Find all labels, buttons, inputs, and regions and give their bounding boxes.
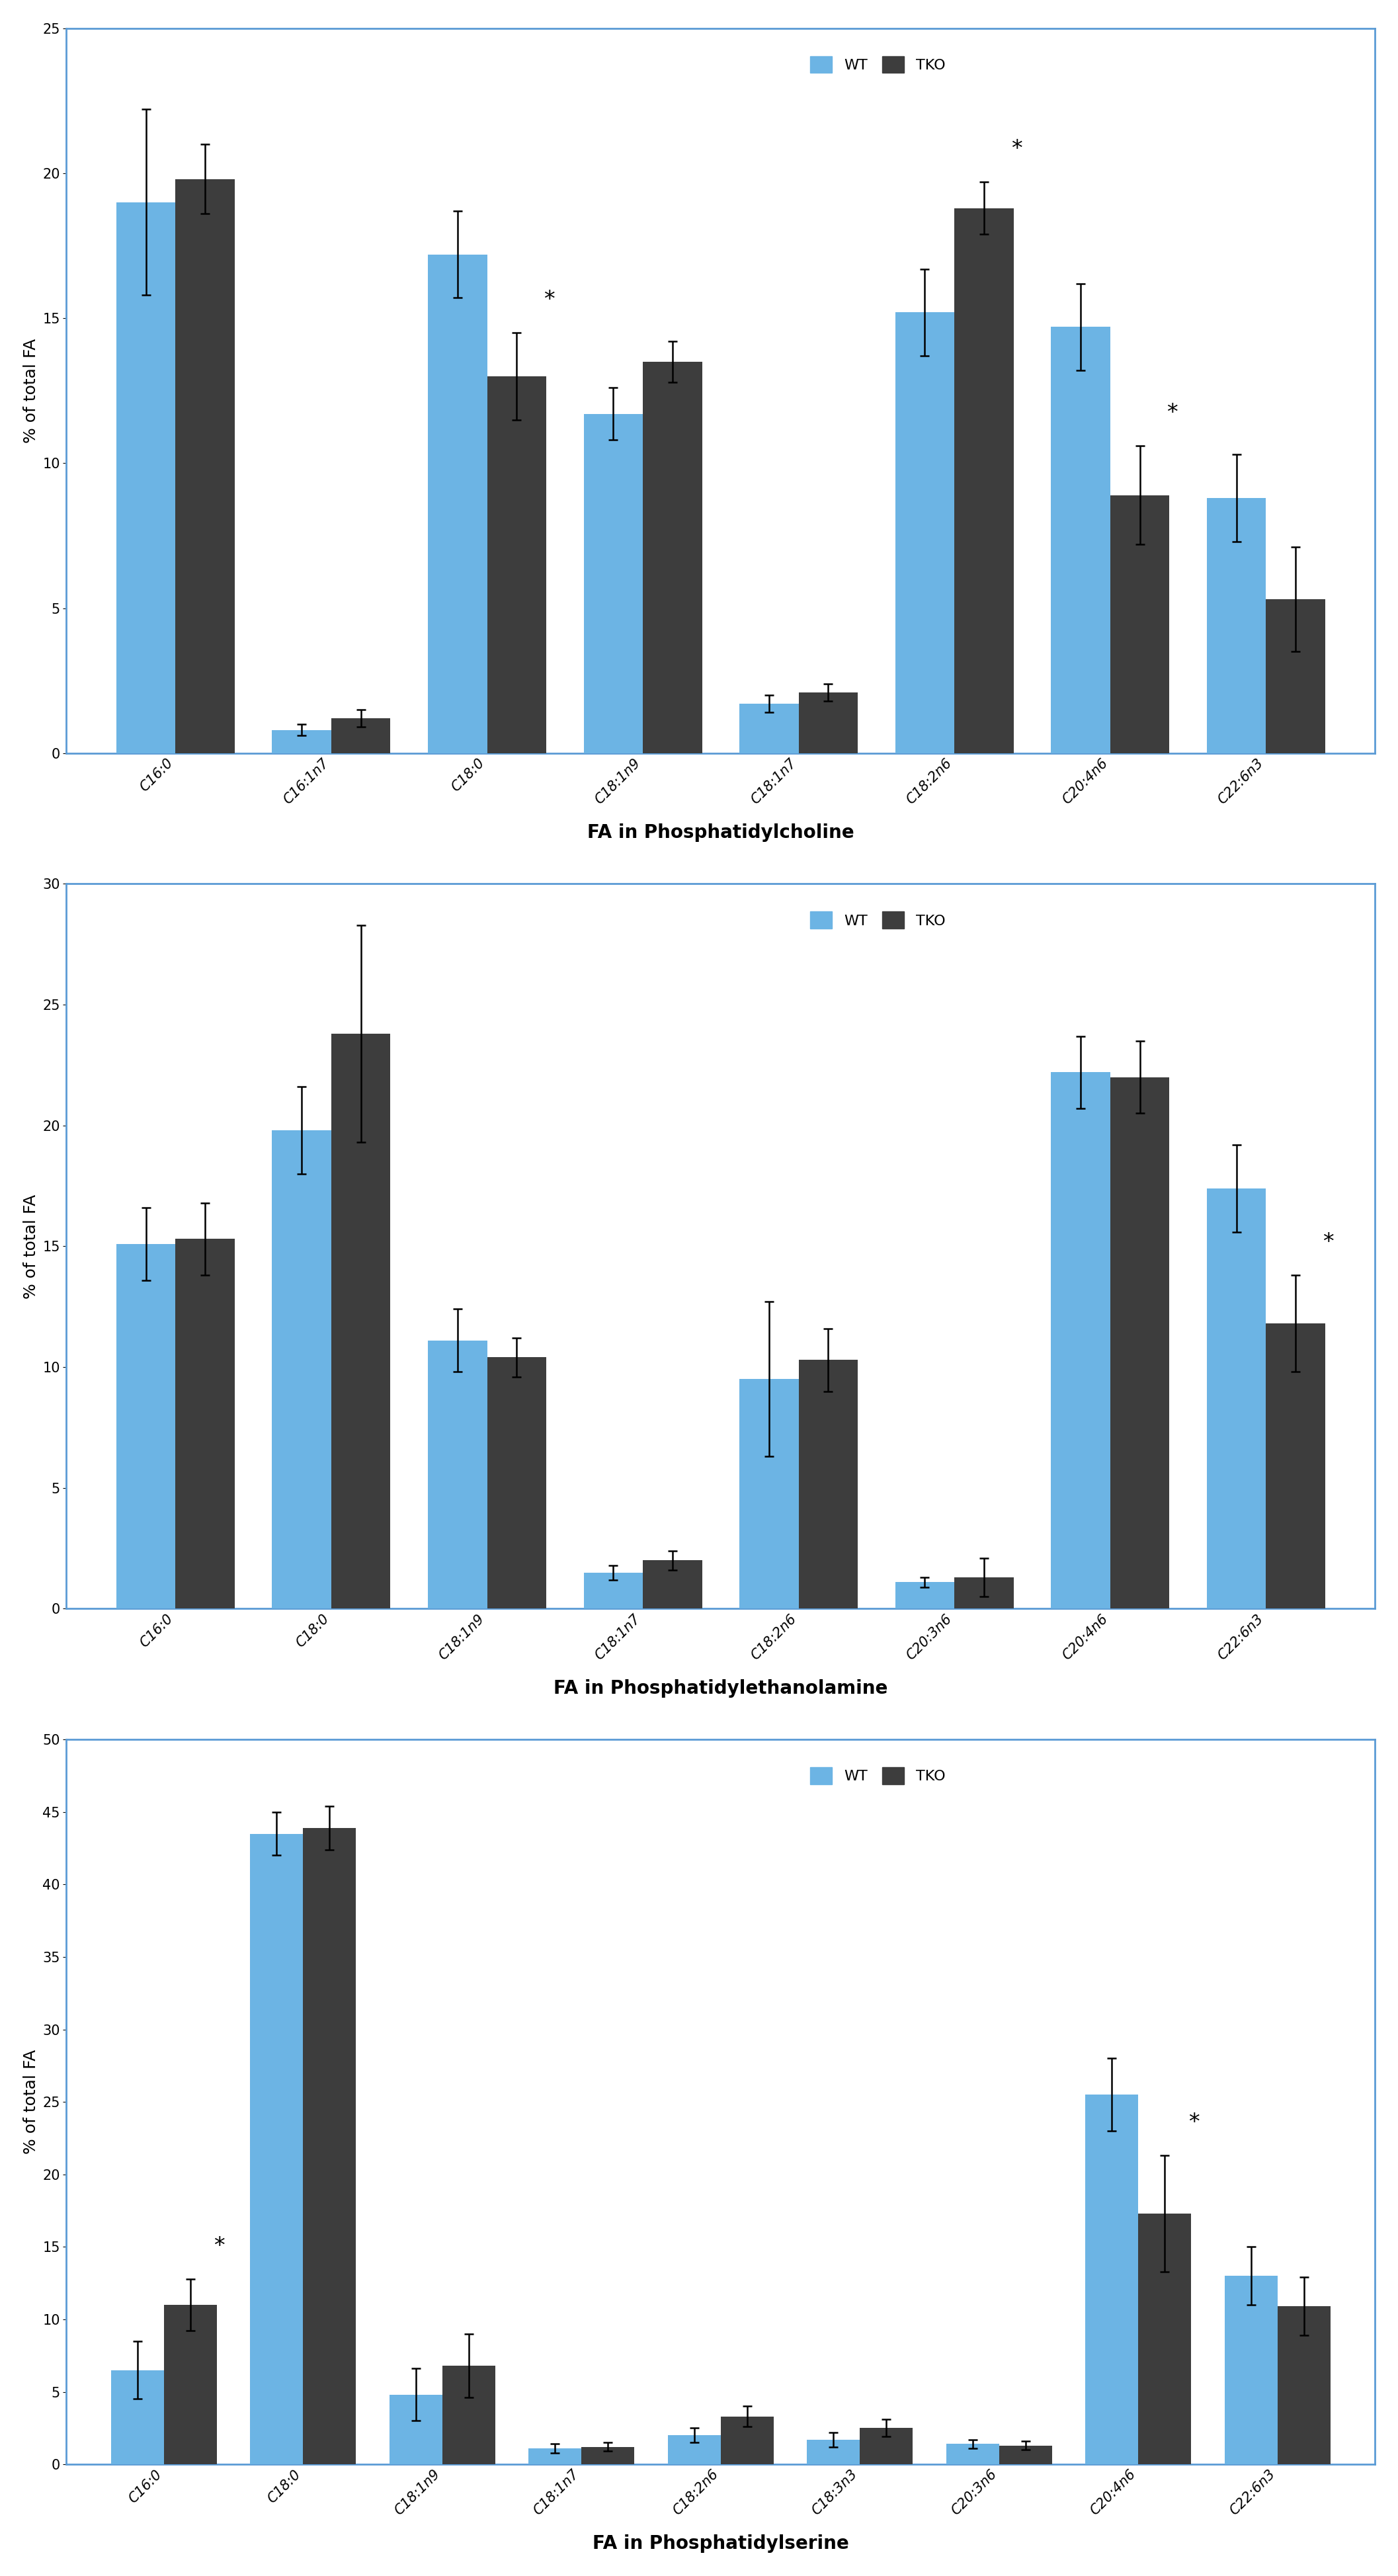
Bar <box>116 204 176 752</box>
X-axis label: FA in Phosphatidylserine: FA in Phosphatidylserine <box>593 2535 849 2553</box>
Legend: WT, TKO: WT, TKO <box>804 49 952 80</box>
Bar <box>1085 2094 1138 2465</box>
Bar <box>895 312 955 752</box>
Bar <box>1206 497 1267 752</box>
Bar <box>1138 2213 1191 2465</box>
Bar <box>1206 1188 1267 1610</box>
Bar <box>487 1358 547 1610</box>
Y-axis label: % of total FA: % of total FA <box>22 2050 39 2154</box>
Legend: WT, TKO: WT, TKO <box>804 907 952 935</box>
Bar <box>1267 600 1325 752</box>
Bar <box>643 1561 702 1610</box>
Text: *: * <box>1011 139 1022 160</box>
Text: *: * <box>1167 402 1179 425</box>
Bar <box>946 2445 1000 2465</box>
Bar <box>164 2306 217 2465</box>
Bar <box>721 2416 773 2465</box>
Bar <box>528 2447 582 2465</box>
Bar <box>668 2434 721 2465</box>
Bar <box>740 703 798 752</box>
Bar <box>1051 327 1110 752</box>
Bar <box>110 2370 164 2465</box>
Bar <box>582 2447 635 2465</box>
Bar <box>390 2396 442 2465</box>
Bar <box>798 1360 858 1610</box>
Text: *: * <box>544 289 555 312</box>
Bar <box>176 1239 235 1610</box>
Bar <box>1225 2275 1278 2465</box>
X-axis label: FA in Phosphatidylcholine: FA in Phosphatidylcholine <box>587 824 854 842</box>
Bar <box>1000 2445 1053 2465</box>
Bar <box>583 415 643 752</box>
Text: *: * <box>214 2236 225 2257</box>
Bar <box>740 1378 798 1610</box>
Bar <box>176 178 235 752</box>
X-axis label: FA in Phosphatidylethanolamine: FA in Phosphatidylethanolamine <box>554 1680 888 1698</box>
Bar <box>895 1582 955 1610</box>
Bar <box>428 255 487 752</box>
Bar <box>1051 1072 1110 1610</box>
Bar <box>955 209 1014 752</box>
Bar <box>1267 1324 1325 1610</box>
Bar <box>583 1571 643 1610</box>
Bar <box>1110 1077 1169 1610</box>
Bar <box>303 1829 356 2465</box>
Bar <box>643 361 702 752</box>
Text: *: * <box>1323 1231 1334 1255</box>
Bar <box>1278 2306 1331 2465</box>
Text: *: * <box>1188 2112 1199 2133</box>
Y-axis label: % of total FA: % of total FA <box>22 1193 39 1298</box>
Bar <box>250 1834 303 2465</box>
Legend: WT, TKO: WT, TKO <box>804 1762 952 1790</box>
Bar <box>428 1340 487 1610</box>
Bar <box>116 1244 176 1610</box>
Bar <box>1110 495 1169 752</box>
Bar <box>807 2439 860 2465</box>
Bar <box>442 2365 495 2465</box>
Bar <box>860 2429 913 2465</box>
Bar <box>273 729 331 752</box>
Bar <box>798 693 858 752</box>
Bar <box>955 1577 1014 1610</box>
Bar <box>273 1131 331 1610</box>
Y-axis label: % of total FA: % of total FA <box>22 337 39 443</box>
Bar <box>331 1033 390 1610</box>
Bar <box>487 376 547 752</box>
Bar <box>331 719 390 752</box>
